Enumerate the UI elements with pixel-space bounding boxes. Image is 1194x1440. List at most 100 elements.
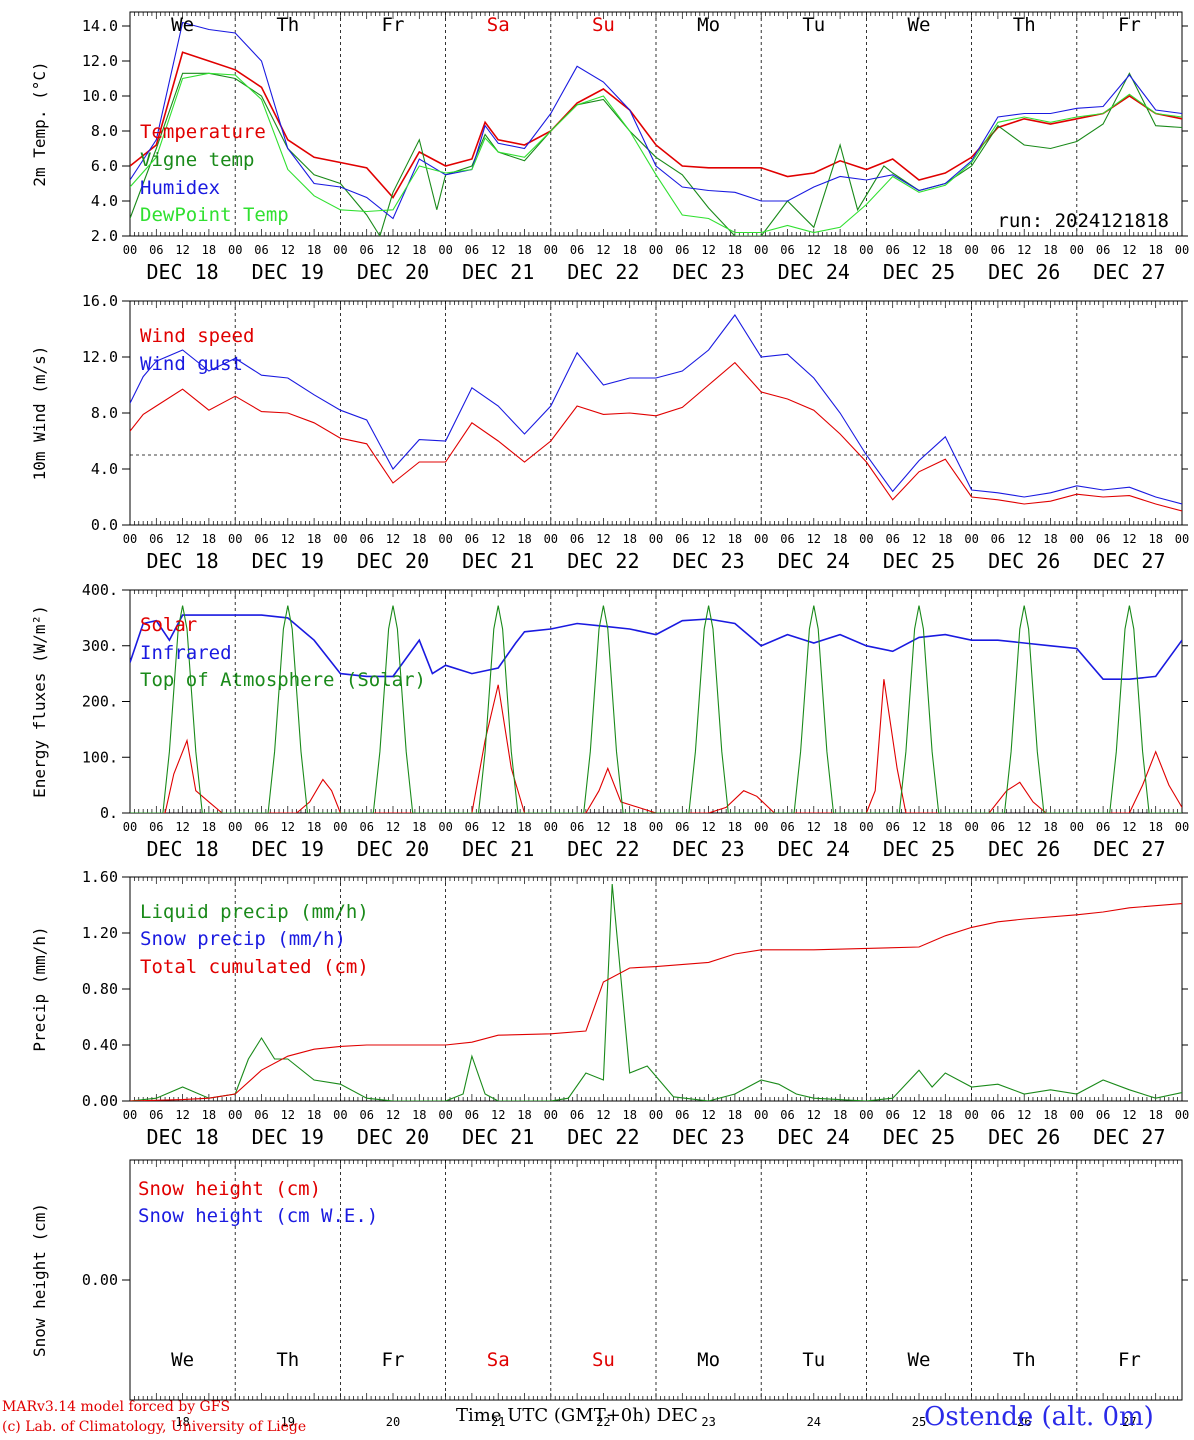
hour-tick-label: 12 [281, 532, 295, 546]
hour-tick-label: 18 [202, 532, 216, 546]
date-label: DEC 20 [357, 260, 429, 284]
weekday-label: We [171, 1349, 194, 1371]
model-credit: MARv3.14 model forced by GFS [2, 1399, 231, 1415]
hour-tick-label: 00 [333, 1108, 347, 1122]
y-axis-label: Precip (mm/h) [30, 926, 49, 1051]
hour-tick-label: 00 [228, 1108, 242, 1122]
hour-tick-label: 00 [859, 820, 873, 834]
y-tick-label: 100. [82, 748, 118, 766]
hour-tick-label: 00 [1070, 1108, 1084, 1122]
date-label: DEC 27 [1093, 1125, 1165, 1149]
hour-tick-label: 12 [596, 820, 610, 834]
date-label: DEC 24 [778, 1125, 850, 1149]
date-label: DEC 22 [567, 549, 639, 573]
hour-tick-label: 06 [780, 532, 794, 546]
hour-tick-label: 12 [807, 1108, 821, 1122]
hour-tick-label: 06 [885, 243, 899, 257]
hour-tick-label: 06 [780, 1108, 794, 1122]
series-line-humidex [130, 21, 1182, 220]
hour-tick-label: 18 [412, 243, 426, 257]
day-number-label: 25 [912, 1415, 926, 1429]
date-label: DEC 26 [988, 837, 1060, 861]
hour-tick-label: 18 [728, 820, 742, 834]
hour-tick-label: 12 [491, 532, 505, 546]
weekday-label: Th [276, 1349, 299, 1371]
hour-tick-label: 12 [386, 1108, 400, 1122]
hour-tick-label: 18 [1043, 243, 1057, 257]
legend-entry: Top of Atmosphere (Solar) [140, 669, 426, 691]
hour-tick-label: 00 [964, 1108, 978, 1122]
date-label: DEC 25 [883, 837, 955, 861]
hour-tick-label: 06 [1096, 1108, 1110, 1122]
hour-tick-label: 00 [123, 243, 137, 257]
hour-tick-label: 12 [1017, 820, 1031, 834]
date-label: DEC 22 [567, 1125, 639, 1149]
weekday-label: Fr [1118, 14, 1141, 36]
series-line-wind-speed [130, 361, 1182, 512]
hour-tick-label: 12 [281, 1108, 295, 1122]
hour-tick-label: 06 [1096, 820, 1110, 834]
hour-tick-label: 00 [438, 820, 452, 834]
hour-tick-label: 06 [149, 1108, 163, 1122]
y-axis-label: 10m Wind (m/s) [30, 346, 49, 481]
hour-tick-label: 18 [622, 1108, 636, 1122]
hour-tick-label: 00 [544, 532, 558, 546]
hour-tick-label: 06 [1096, 243, 1110, 257]
hour-tick-label: 12 [1122, 1108, 1136, 1122]
hour-tick-label: 06 [359, 532, 373, 546]
y-tick-label: 1.60 [82, 868, 118, 886]
weekday-label: Tu [802, 1349, 825, 1371]
hour-tick-label: 00 [1175, 820, 1189, 834]
hour-tick-label: 00 [754, 1108, 768, 1122]
hour-tick-label: 18 [412, 532, 426, 546]
day-number-label: 18 [175, 1415, 189, 1429]
date-label: DEC 23 [672, 837, 744, 861]
day-number-label: 27 [1122, 1415, 1136, 1429]
weekday-label: Th [1013, 14, 1036, 36]
hour-tick-label: 12 [491, 820, 505, 834]
legend-entry: Wind gust [140, 353, 243, 375]
hour-tick-label: 12 [491, 1108, 505, 1122]
hour-tick-label: 18 [202, 243, 216, 257]
date-label: DEC 27 [1093, 260, 1165, 284]
hour-tick-label: 06 [254, 243, 268, 257]
hour-tick-label: 06 [465, 243, 479, 257]
hour-tick-label: 18 [833, 1108, 847, 1122]
date-label: DEC 19 [252, 260, 324, 284]
date-label: DEC 25 [883, 549, 955, 573]
hour-tick-label: 06 [885, 1108, 899, 1122]
hour-tick-label: 00 [964, 532, 978, 546]
hour-tick-label: 12 [912, 1108, 926, 1122]
hour-tick-label: 06 [465, 820, 479, 834]
date-label: DEC 24 [778, 837, 850, 861]
legend-entry: Wind speed [140, 325, 254, 347]
hour-tick-label: 18 [622, 243, 636, 257]
hour-tick-label: 06 [570, 1108, 584, 1122]
hour-tick-label: 00 [228, 820, 242, 834]
series-line-total-cumulated-cm- [130, 903, 1182, 1101]
hour-tick-label: 00 [754, 243, 768, 257]
y-axis-label: 2m Temp. (°C) [30, 61, 49, 186]
weekday-label: Fr [382, 14, 405, 36]
weekday-label: Sa [487, 1349, 510, 1371]
hour-tick-label: 00 [1175, 1108, 1189, 1122]
hour-tick-label: 12 [596, 1108, 610, 1122]
hour-tick-label: 06 [675, 820, 689, 834]
y-tick-label: 2.0 [91, 227, 118, 245]
hour-tick-label: 00 [438, 243, 452, 257]
hour-tick-label: 06 [254, 1108, 268, 1122]
date-label: DEC 18 [146, 549, 218, 573]
hour-tick-label: 06 [991, 532, 1005, 546]
date-label: DEC 22 [567, 260, 639, 284]
hour-tick-label: 06 [991, 243, 1005, 257]
lab-credit: (c) Lab. of Climatology, University of L… [2, 1419, 307, 1435]
hour-tick-label: 00 [1175, 532, 1189, 546]
hour-tick-label: 18 [833, 532, 847, 546]
hour-tick-label: 06 [675, 1108, 689, 1122]
hour-tick-label: 00 [649, 1108, 663, 1122]
hour-tick-label: 00 [228, 532, 242, 546]
date-label: DEC 21 [462, 837, 534, 861]
day-number-label: 26 [1017, 1415, 1031, 1429]
hour-tick-label: 18 [202, 1108, 216, 1122]
